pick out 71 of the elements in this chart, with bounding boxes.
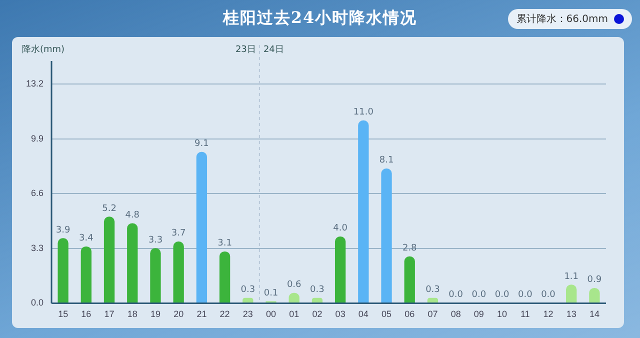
x-tick-label: 04 (358, 309, 368, 320)
data-label: 9.1 (194, 139, 209, 150)
x-tick-label: 03 (335, 309, 346, 320)
bar (127, 223, 138, 304)
x-tick-label: 20 (174, 309, 184, 320)
data-label: 4.8 (125, 210, 140, 220)
data-label: 0.0 (472, 290, 486, 300)
x-tick-label: 18 (127, 309, 138, 320)
bar (58, 238, 68, 304)
data-label: 1.1 (564, 272, 579, 282)
bar (104, 216, 115, 304)
bar (219, 251, 230, 304)
x-tick-label: 08 (450, 309, 461, 320)
data-label: 3.3 (148, 235, 163, 246)
y-tick-label: 13.2 (26, 78, 44, 89)
data-label: 2.8 (402, 244, 418, 254)
x-tick-label: 14 (589, 309, 600, 320)
y-tick-label: 0.0 (31, 298, 44, 308)
x-tick-label: 07 (428, 309, 438, 320)
data-label: 0.1 (264, 288, 278, 298)
x-tick-label: 11 (520, 309, 530, 320)
y-axis-title: 降水(mm) (22, 44, 65, 56)
x-tick-label: 09 (474, 309, 484, 320)
data-label: 8.1 (379, 156, 394, 166)
bar (404, 256, 415, 304)
data-label: 0.3 (426, 285, 440, 296)
text: 24日 (263, 44, 284, 56)
bar (566, 284, 577, 304)
data-label: 0.9 (587, 275, 602, 286)
x-tick-label: 12 (543, 309, 554, 320)
data-label: 0.0 (541, 290, 556, 300)
x-tick-label: 02 (312, 309, 322, 320)
x-tick-label: 23 (242, 309, 253, 320)
data-label: 3.1 (218, 238, 232, 249)
y-tick-label: 3.3 (31, 242, 44, 253)
bar (358, 120, 369, 304)
data-label: 4.0 (333, 224, 348, 234)
x-tick-label: 01 (289, 309, 300, 320)
x-tick-label: 19 (150, 309, 160, 320)
x-tick-label: 22 (220, 309, 230, 320)
chart-title: 桂阳过去24小时降水情况 (222, 8, 418, 27)
y-tick-label: 6.6 (31, 188, 44, 198)
data-label: 5.2 (102, 204, 116, 214)
y-tick-label: 9.9 (31, 133, 44, 144)
data-label: 0.0 (494, 290, 510, 300)
data-label: 0.6 (286, 280, 302, 290)
bar (381, 168, 392, 304)
x-tick-label: 21 (196, 309, 207, 320)
bar (173, 241, 184, 304)
data-label: 0.3 (240, 285, 256, 296)
x-tick-label: 10 (497, 309, 508, 320)
x-tick-label: 15 (58, 309, 68, 320)
data-label: 3.7 (171, 228, 186, 239)
data-label: 0.3 (310, 285, 324, 296)
bar (150, 248, 161, 304)
data-label: 11.0 (353, 108, 374, 118)
x-tick-label: 16 (81, 309, 92, 320)
x-tick-label: 05 (382, 309, 392, 320)
bar (80, 246, 92, 304)
bar (196, 152, 208, 304)
data-label: 3.9 (56, 225, 70, 236)
data-label: 0.0 (518, 290, 533, 300)
text: 累计降水：66.0mm (516, 12, 608, 26)
data-label: 3.4 (79, 234, 94, 244)
text: 23日 (235, 44, 256, 56)
x-tick-label: 17 (104, 309, 114, 320)
x-tick-label: 13 (566, 309, 576, 320)
x-tick-label: 00 (266, 309, 276, 320)
bar (334, 236, 346, 304)
x-tick-label: 06 (404, 309, 415, 320)
data-label: 0.0 (448, 290, 464, 300)
